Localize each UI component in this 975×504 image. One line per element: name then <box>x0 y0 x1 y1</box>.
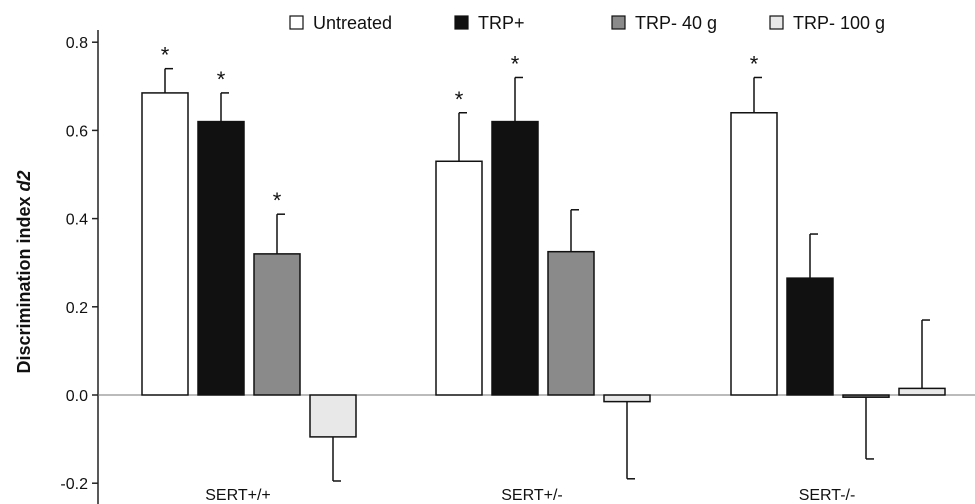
bar-4-group-3 <box>898 387 946 396</box>
significance-star: * <box>750 51 759 76</box>
legend-label-4: TRP- 100 g <box>793 13 885 33</box>
legend-swatch-3 <box>611 15 626 30</box>
bar-3-group-3 <box>842 394 890 398</box>
legend-swatch-1 <box>289 15 304 30</box>
bar-3-group-2 <box>547 250 595 396</box>
bar-3-group-1 <box>253 253 301 396</box>
bar-1-group-2 <box>435 160 483 396</box>
significance-star: * <box>161 43 170 68</box>
bar-4-group-1 <box>309 394 357 438</box>
category-label: SERT+/- <box>501 487 563 504</box>
bar-1-group-3 <box>730 112 778 396</box>
category-label: SERT-/- <box>799 487 856 504</box>
y-tick-label: 0.4 <box>66 212 88 229</box>
significance-star: * <box>217 67 226 92</box>
y-axis-title-emphasis: d2 <box>14 170 34 191</box>
significance-star: * <box>511 51 520 76</box>
legend-swatch-2 <box>454 15 469 30</box>
significance-star: * <box>273 188 282 213</box>
legend-label-1: Untreated <box>313 13 392 33</box>
y-tick-label: -0.2 <box>60 476 88 493</box>
category-label: SERT+/+ <box>205 487 271 504</box>
y-tick-label: 0.2 <box>66 300 88 317</box>
y-tick-label: 0.6 <box>66 123 88 140</box>
bar-2-group-2 <box>491 120 539 396</box>
bar-2-group-1 <box>197 120 245 396</box>
legend-label-3: TRP- 40 g <box>635 13 717 33</box>
legend-swatch-4 <box>769 15 784 30</box>
y-tick-label: 0.8 <box>66 35 88 52</box>
bar-4-group-2 <box>603 394 651 403</box>
y-tick-label: 0.0 <box>66 388 88 405</box>
significance-star: * <box>455 87 464 112</box>
bar-1-group-1 <box>141 92 189 396</box>
legend-label-2: TRP+ <box>478 13 525 33</box>
bar-2-group-3 <box>786 277 834 396</box>
y-axis-title: Discrimination index d2 <box>14 170 34 373</box>
y-axis-title-prefix: Discrimination index <box>14 191 34 373</box>
